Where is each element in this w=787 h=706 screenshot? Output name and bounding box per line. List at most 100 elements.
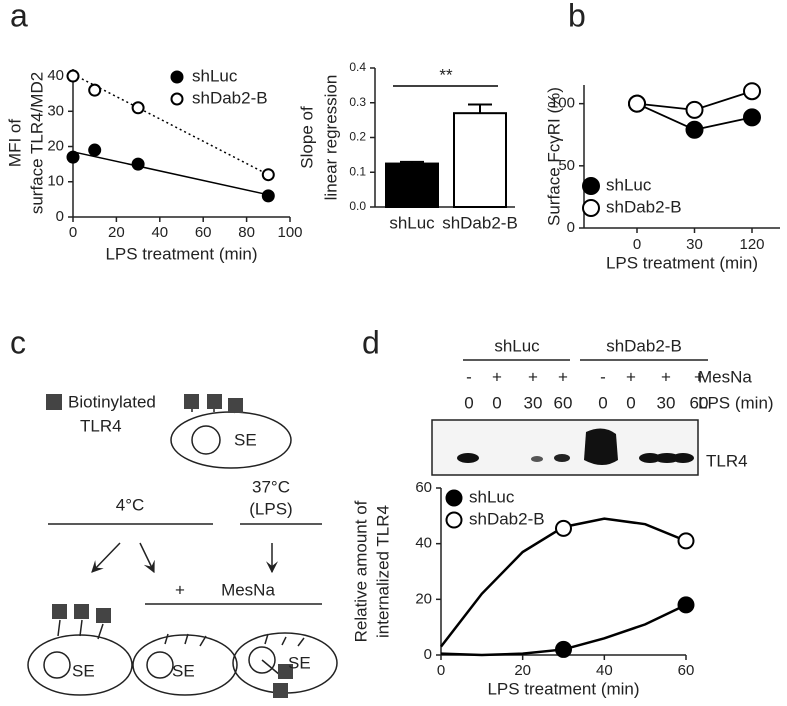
y-axis-label: Slope of bbox=[297, 106, 316, 169]
marker bbox=[66, 150, 80, 164]
row-label: LPS (min) bbox=[698, 393, 774, 412]
x-tick-label: 120 bbox=[739, 236, 764, 253]
y-axis-label: internalized TLR4 bbox=[373, 505, 392, 638]
marker bbox=[261, 168, 275, 182]
panel-label: a bbox=[10, 0, 28, 33]
y-tick-label: 0.2 bbox=[349, 130, 366, 144]
lane-label: + bbox=[694, 367, 704, 386]
compartment-label: SE bbox=[172, 661, 195, 680]
x-tick-label: 100 bbox=[277, 224, 302, 241]
marker bbox=[555, 519, 572, 537]
marker bbox=[88, 83, 102, 97]
marker bbox=[685, 100, 704, 119]
x-tick-label: 0 bbox=[69, 224, 77, 241]
y-tick-label: 50 bbox=[558, 157, 575, 174]
legend-label: shLuc bbox=[469, 487, 515, 506]
x-tick-label: 20 bbox=[108, 224, 125, 241]
y-tick-label: 0.0 bbox=[349, 199, 366, 213]
lane-label: 0 bbox=[464, 393, 473, 412]
y-axis-label: Relative amount of bbox=[351, 500, 370, 642]
y-tick-label: 0 bbox=[56, 208, 64, 225]
lane-label: 0 bbox=[598, 393, 607, 412]
marker bbox=[677, 596, 695, 614]
marker bbox=[131, 157, 145, 171]
compartment-label: SE bbox=[72, 661, 95, 680]
y-tick-label: 40 bbox=[47, 67, 64, 84]
legend-marker bbox=[445, 489, 463, 507]
group-label: shLuc bbox=[494, 336, 540, 355]
bar bbox=[385, 162, 439, 208]
x-tick-label: 20 bbox=[514, 662, 531, 679]
lane-label: 0 bbox=[492, 393, 501, 412]
legend-marker bbox=[170, 92, 184, 106]
x-tick-label: 0 bbox=[437, 662, 445, 679]
legend-text: Biotinylated bbox=[68, 392, 156, 411]
x-tick-label: 80 bbox=[238, 224, 255, 241]
y-tick-label: 20 bbox=[47, 137, 64, 154]
x-tick-label: 30 bbox=[686, 236, 703, 253]
panel-label: b bbox=[568, 0, 586, 33]
condition-label: 37°C bbox=[252, 477, 290, 496]
bar bbox=[453, 112, 507, 208]
annotation: ** bbox=[439, 65, 453, 84]
lane-label: - bbox=[600, 367, 606, 386]
y-axis-label: linear regression bbox=[321, 75, 340, 201]
marker bbox=[743, 108, 761, 127]
y-tick-label: 100 bbox=[550, 95, 575, 112]
diagram bbox=[27, 394, 338, 698]
x-tick-label: 40 bbox=[596, 662, 613, 679]
legend-marker bbox=[445, 511, 463, 529]
x-tick-label: 40 bbox=[151, 224, 168, 241]
legend-marker bbox=[170, 70, 184, 84]
legend-label: shLuc bbox=[192, 66, 238, 85]
marker bbox=[743, 82, 761, 101]
lane-label: + bbox=[626, 367, 636, 386]
reagent-label: MesNa bbox=[221, 580, 275, 599]
panel-label: d bbox=[362, 324, 380, 360]
y-tick-label: 0.1 bbox=[349, 164, 366, 178]
x-tick-label: shDab2-B bbox=[442, 213, 518, 232]
x-axis-label: LPS treatment (min) bbox=[606, 253, 758, 272]
lane-label: + bbox=[492, 367, 502, 386]
condition-label: (LPS) bbox=[249, 499, 292, 518]
legend-marker bbox=[582, 199, 600, 217]
y-tick-label: 20 bbox=[415, 590, 432, 607]
legend-label: shDab2-B bbox=[469, 509, 545, 528]
y-tick-label: 0.4 bbox=[349, 60, 366, 74]
lane-label: 60 bbox=[690, 393, 709, 412]
marker bbox=[88, 143, 102, 157]
x-tick-label: 60 bbox=[195, 224, 212, 241]
blot bbox=[431, 359, 708, 476]
row-label: MesNa bbox=[698, 367, 752, 386]
y-axis-label: Surface FcγRI (%) bbox=[544, 87, 563, 226]
y-axis-label: MFI of bbox=[5, 119, 24, 167]
marker bbox=[628, 94, 646, 113]
lane-label: 60 bbox=[554, 393, 573, 412]
y-tick-label: 0 bbox=[424, 646, 432, 663]
compartment-label: SE bbox=[288, 653, 311, 672]
fit-line bbox=[72, 151, 269, 196]
x-axis-label: LPS treatment (min) bbox=[487, 679, 639, 698]
y-axis-label: surface TLR4/MD2 bbox=[27, 72, 46, 214]
x-axis-label: LPS treatment (min) bbox=[105, 244, 257, 263]
x-tick-label: 60 bbox=[678, 662, 695, 679]
lane-label: + bbox=[528, 367, 538, 386]
y-tick-label: 0 bbox=[567, 219, 575, 236]
y-tick-label: 60 bbox=[415, 479, 432, 496]
condition-label: 4°C bbox=[116, 495, 145, 514]
lane-label: + bbox=[661, 367, 671, 386]
marker bbox=[685, 120, 704, 139]
fit-line bbox=[440, 517, 687, 648]
marker bbox=[555, 640, 572, 658]
legend-label: shDab2-B bbox=[606, 197, 682, 216]
x-tick-label: shLuc bbox=[389, 213, 435, 232]
y-tick-label: 0.3 bbox=[349, 95, 366, 109]
lane-label: 30 bbox=[657, 393, 676, 412]
legend-label: shDab2-B bbox=[192, 88, 268, 107]
legend-marker bbox=[582, 177, 600, 195]
marker bbox=[66, 69, 80, 83]
group-label: shDab2-B bbox=[606, 336, 682, 355]
band-label: TLR4 bbox=[706, 451, 748, 470]
legend-text: TLR4 bbox=[80, 416, 122, 435]
